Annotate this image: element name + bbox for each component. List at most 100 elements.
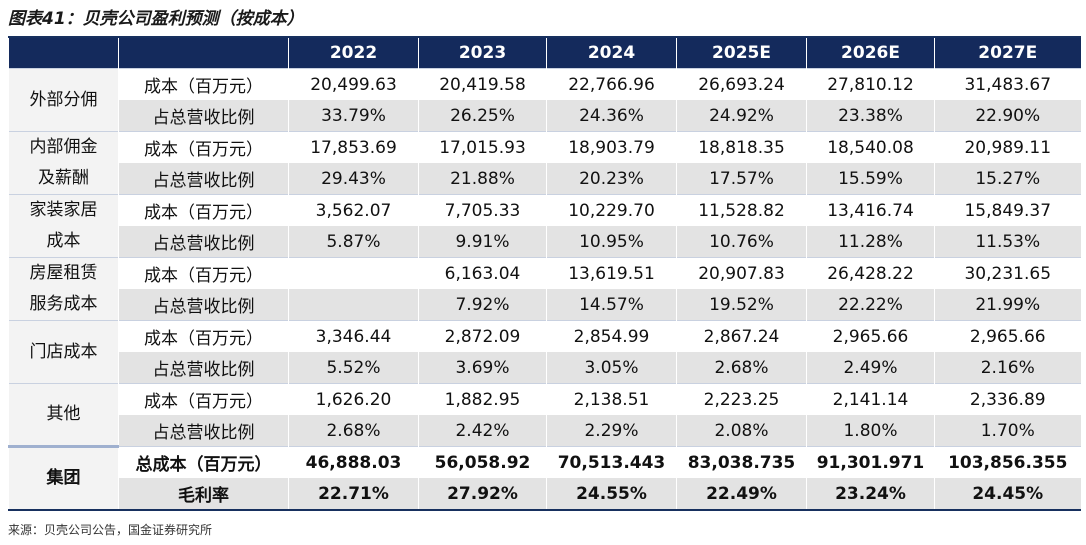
value-cell: 2.42%	[418, 415, 547, 447]
value-cell: 46,888.03	[288, 446, 419, 478]
group-cell: 其他	[8, 383, 119, 447]
value-cell: 20.23%	[546, 163, 677, 195]
value-cell: 22.49%	[676, 478, 807, 510]
value-cell: 13,619.51	[546, 257, 677, 289]
metric-label: 成本（百万元）	[118, 131, 289, 163]
group-cell: 集团	[8, 445, 119, 510]
value-cell: 24.45%	[934, 478, 1081, 510]
metric-label: 成本（百万元）	[118, 194, 289, 226]
metric-label: 占总营收比例	[118, 415, 289, 447]
value-cell: 83,038.735	[676, 446, 807, 478]
table-row: 门店成本 成本（百万元） 3,346.44 2,872.09 2,854.99 2,867…	[8, 320, 1081, 384]
value-cell: 33.79%	[288, 100, 419, 132]
value-cell: 2.68%	[676, 352, 807, 384]
value-cell: 23.24%	[806, 478, 935, 510]
column-header: 2022	[288, 37, 419, 69]
value-cell: 27,810.12	[806, 68, 935, 100]
group-cell: 内部佣金及薪酬	[8, 131, 119, 195]
value-cell: 17,853.69	[288, 131, 419, 163]
value-cell: 20,419.58	[418, 68, 547, 100]
value-cell: 15.59%	[806, 163, 935, 195]
group-label: 内部佣金及薪酬	[29, 137, 98, 188]
column-header: 2027E	[934, 37, 1081, 69]
value-cell: 22.22%	[806, 289, 935, 321]
table-row: 占总营收比例 7.92% 14.57% 19.52% 22.22% 21.99%	[9, 289, 1081, 321]
column-header: 2024	[546, 37, 677, 69]
group-label: 门店成本	[29, 341, 98, 362]
value-cell: 17.57%	[676, 163, 807, 195]
value-cell: 11,528.82	[676, 194, 807, 226]
value-cell	[288, 289, 419, 321]
metric-label: 占总营收比例	[118, 289, 289, 321]
group-cell: 房屋租赁服务成本	[8, 257, 119, 321]
group-label: 集团	[46, 468, 81, 488]
value-cell: 2,854.99	[546, 320, 677, 352]
value-cell: 2,965.66	[934, 320, 1081, 352]
value-cell: 2,138.51	[546, 383, 677, 415]
value-cell: 26,693.24	[676, 68, 807, 100]
table-row: 占总营收比例 29.43% 21.88% 20.23% 17.57% 15.59% 15.2…	[9, 163, 1081, 195]
value-cell: 22,766.96	[546, 68, 677, 100]
value-cell: 21.88%	[418, 163, 547, 195]
value-cell: 31,483.67	[934, 68, 1081, 100]
value-cell: 27.92%	[418, 478, 547, 510]
value-cell: 1.80%	[806, 415, 935, 447]
group-label: 家装家居成本	[29, 200, 98, 251]
value-cell: 10,229.70	[546, 194, 677, 226]
table-row: 房屋租赁服务成本 成本（百万元） 6,163.04 13,619.51 20,907.8…	[8, 257, 1081, 321]
metric-label: 毛利率	[118, 478, 289, 510]
value-cell: 2.49%	[806, 352, 935, 384]
value-cell	[288, 257, 419, 289]
title: 图表41：贝壳公司盈利预测（按成本）	[8, 9, 304, 29]
value-cell: 3.69%	[418, 352, 547, 384]
value-cell: 2.29%	[546, 415, 677, 447]
value-cell: 18,540.08	[806, 131, 935, 163]
value-cell: 19.52%	[676, 289, 807, 321]
value-cell: 70,513.443	[546, 446, 677, 478]
value-cell: 1.70%	[934, 415, 1081, 447]
value-cell: 2.68%	[288, 415, 419, 447]
group-label: 其他	[46, 404, 81, 424]
group-cell: 家装家居成本	[8, 194, 119, 258]
table-row: 其他 成本（百万元） 1,626.20 1,882.95 2,138.51 2,223.2…	[8, 383, 1081, 447]
value-cell: 1,626.20	[288, 383, 419, 415]
value-cell: 24.55%	[546, 478, 677, 510]
value-cell: 103,856.355	[934, 446, 1081, 478]
header-blank	[8, 37, 119, 69]
table-row: 占总营收比例 5.52% 3.69% 3.05% 2.68% 2.49% 2.16%	[9, 352, 1081, 384]
header-blank	[118, 37, 289, 69]
value-cell: 56,058.92	[418, 446, 547, 478]
value-cell: 10.95%	[546, 226, 677, 258]
value-cell: 26.25%	[418, 100, 547, 132]
value-cell: 24.92%	[676, 100, 807, 132]
metric-label: 占总营收比例	[118, 226, 289, 258]
table-row: 占总营收比例 2.68% 2.42% 2.29% 2.08% 1.80% 1.70%	[9, 415, 1081, 447]
metric-label: 总成本（百万元）	[118, 446, 289, 478]
table-row: 毛利率 22.71% 27.92% 24.55% 22.49% 23.24% 24.45%	[9, 478, 1081, 510]
value-cell: 20,989.11	[934, 131, 1081, 163]
column-header: 2026E	[806, 37, 935, 69]
value-cell: 11.28%	[806, 226, 935, 258]
value-cell: 22.90%	[934, 100, 1081, 132]
value-cell: 22.71%	[288, 478, 419, 510]
header-row: 2022 2023 2024 2025E 2026E 2027E	[8, 37, 1081, 69]
metric-label: 占总营收比例	[118, 352, 289, 384]
value-cell: 10.76%	[676, 226, 807, 258]
table-row: 外部分佣 成本（百万元） 20,499.63 20,419.58 22,766.96 26…	[8, 68, 1081, 132]
cost-table: 2022 2023 2024 2025E 2026E 2027E 外部分佣 成本（百万元） 2…	[8, 36, 1081, 511]
value-cell: 2,872.09	[418, 320, 547, 352]
table-row: 内部佣金及薪酬 成本（百万元） 17,853.69 17,015.93 18,903.7…	[8, 131, 1081, 195]
metric-label: 成本（百万元）	[118, 320, 289, 352]
value-cell: 18,903.79	[546, 131, 677, 163]
value-cell: 24.36%	[546, 100, 677, 132]
value-cell: 2,867.24	[676, 320, 807, 352]
value-cell: 20,907.83	[676, 257, 807, 289]
group-cell: 门店成本	[8, 320, 119, 384]
value-cell: 21.99%	[934, 289, 1081, 321]
value-cell: 3,562.07	[288, 194, 419, 226]
value-cell: 20,499.63	[288, 68, 419, 100]
group-label: 房屋租赁服务成本	[29, 263, 98, 314]
value-cell: 2,141.14	[806, 383, 935, 415]
metric-label: 成本（百万元）	[118, 257, 289, 289]
value-cell: 9.91%	[418, 226, 547, 258]
